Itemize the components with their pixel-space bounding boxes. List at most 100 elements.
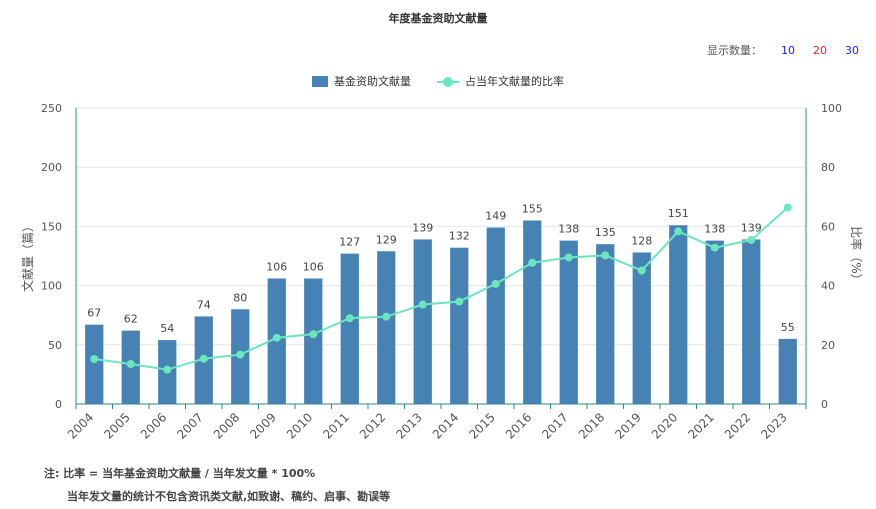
- y-left-tick-label: 200: [41, 161, 62, 174]
- bar: [669, 225, 688, 404]
- ratio-point: [491, 279, 500, 288]
- bar-data-label: 80: [233, 291, 247, 304]
- x-tick-label: 2009: [247, 410, 278, 441]
- bar: [340, 253, 359, 404]
- ratio-point: [674, 227, 683, 236]
- y-right-tick-label: 40: [821, 280, 835, 293]
- y-left-tick-label: 0: [55, 398, 62, 411]
- ratio-point: [163, 365, 172, 374]
- ratio-point: [236, 350, 245, 359]
- bar-data-label: 138: [558, 223, 579, 236]
- note-ratio-formula: 注: 比率 = 当年基金资助文献量 / 当年发文量 * 100%: [44, 467, 316, 480]
- legend-line-label: 占当年文献量的比率: [465, 75, 564, 88]
- ratio-point: [455, 297, 464, 306]
- x-tick-label: 2018: [576, 410, 607, 441]
- display-count-label: 显示数量：: [707, 44, 762, 57]
- x-tick-label: 2012: [357, 410, 388, 441]
- bar: [85, 324, 104, 404]
- legend-item-line[interactable]: 占当年文献量的比率: [437, 73, 564, 89]
- bar-data-label: 149: [485, 210, 506, 223]
- ratio-point: [747, 236, 756, 245]
- bar-data-label: 127: [339, 236, 360, 249]
- bar-data-label: 138: [704, 223, 725, 236]
- bar: [742, 239, 761, 404]
- y-right-tick-label: 20: [821, 339, 835, 352]
- y-left-tick-label: 150: [41, 220, 62, 233]
- note-count-exclusion: 当年发文量的统计不包含资讯类文献,如致谢、稿约、启事、勘误等: [67, 490, 391, 503]
- x-tick-label: 2019: [612, 410, 643, 441]
- legend-bar-label: 基金资助文献量: [334, 75, 411, 88]
- x-tick-label: 2011: [320, 410, 351, 441]
- bar-data-label: 155: [522, 202, 543, 215]
- x-tick-label: 2022: [722, 410, 753, 441]
- ratio-point: [710, 243, 719, 252]
- ratio-point: [345, 314, 354, 323]
- bar-data-label: 67: [87, 307, 101, 320]
- ratio-point: [90, 355, 99, 364]
- display-count-option-10[interactable]: 10: [781, 43, 795, 57]
- x-tick-label: 2005: [101, 410, 132, 441]
- bar-data-label: 106: [303, 260, 324, 273]
- chart-title: 年度基金资助文献量: [388, 12, 488, 25]
- legend-item-bar[interactable]: 基金资助文献量: [312, 73, 411, 89]
- bar: [705, 240, 724, 404]
- bar-data-label: 139: [412, 221, 433, 234]
- bar: [450, 247, 469, 404]
- bar-data-label: 62: [124, 313, 138, 326]
- ratio-point: [382, 312, 391, 321]
- ratio-point: [528, 258, 537, 267]
- y-right-axis-title: 比率（%）: [849, 226, 864, 285]
- bar-data-label: 54: [160, 322, 174, 335]
- y-left-tick-label: 50: [48, 339, 62, 352]
- x-tick-label: 2013: [393, 410, 424, 441]
- y-left-axis-title: 文献量（篇）: [20, 220, 35, 292]
- display-count-option-30[interactable]: 30: [845, 43, 859, 57]
- chart-legend: 基金资助文献量 占当年文献量的比率: [0, 73, 876, 89]
- x-tick-label: 2007: [174, 410, 205, 441]
- bar: [778, 338, 797, 404]
- x-tick-label: 2017: [539, 410, 570, 441]
- bar-data-label: 129: [376, 233, 397, 246]
- x-tick-label: 2008: [211, 410, 242, 441]
- bar: [596, 244, 615, 404]
- bar: [559, 240, 578, 404]
- bar-data-label: 139: [741, 221, 762, 234]
- legend-bar-swatch: [312, 75, 328, 87]
- ratio-point: [637, 266, 646, 275]
- bar: [632, 252, 651, 404]
- ratio-line: [94, 206, 789, 371]
- y-right-tick-label: 80: [821, 161, 835, 174]
- bar: [486, 227, 505, 404]
- x-tick-label: 2010: [284, 410, 315, 441]
- x-tick-label: 2014: [430, 410, 461, 441]
- ratio-point: [564, 253, 573, 262]
- bar: [523, 220, 542, 404]
- legend-line-swatch: [437, 76, 459, 87]
- x-tick-label: 2015: [466, 410, 497, 441]
- x-tick-label: 2020: [649, 410, 680, 441]
- ratio-point: [418, 300, 427, 309]
- y-left-tick-label: 100: [41, 280, 62, 293]
- ratio-point: [783, 203, 792, 212]
- bar-data-label: 132: [449, 230, 470, 243]
- bar: [304, 278, 323, 404]
- x-tick-label: 2016: [503, 410, 534, 441]
- bar-data-label: 106: [266, 260, 287, 273]
- bar-data-label: 74: [197, 298, 211, 311]
- y-right-tick-label: 60: [821, 220, 835, 233]
- display-count-selector: 显示数量： 10 20 30: [707, 42, 868, 58]
- ratio-point: [272, 333, 281, 342]
- x-tick-label: 2004: [65, 410, 96, 441]
- ratio-point: [199, 354, 208, 363]
- x-tick-label: 2006: [138, 410, 169, 441]
- x-tick-label: 2021: [685, 410, 716, 441]
- ratio-point: [126, 360, 135, 369]
- bar-data-label: 151: [668, 207, 689, 220]
- x-tick-label: 2023: [758, 410, 789, 441]
- y-right-tick-label: 100: [821, 102, 842, 115]
- y-right-tick-label: 0: [821, 398, 828, 411]
- ratio-point: [601, 251, 610, 260]
- display-count-option-20[interactable]: 20: [813, 43, 827, 57]
- ratio-point: [309, 330, 318, 339]
